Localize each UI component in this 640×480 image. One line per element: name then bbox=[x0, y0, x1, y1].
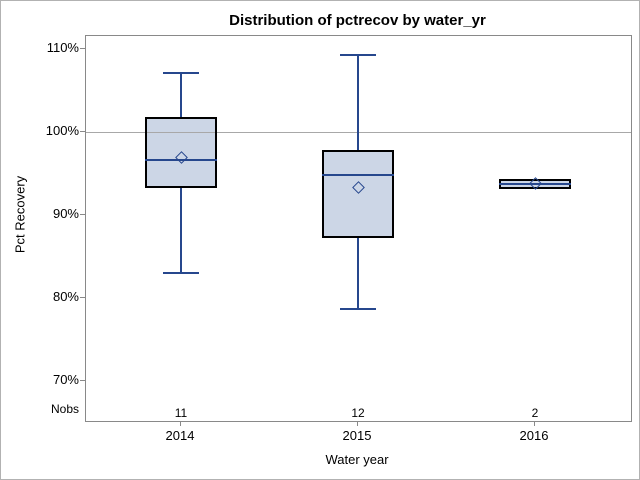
plot-area: 11 12 2 bbox=[85, 35, 632, 422]
y-tick bbox=[80, 296, 85, 298]
x-tick bbox=[534, 421, 535, 426]
y-tick-label: 110% bbox=[46, 40, 79, 56]
whisker-cap-upper bbox=[163, 71, 199, 74]
y-tick-label: 100% bbox=[45, 123, 79, 139]
nobs-value: 12 bbox=[351, 406, 365, 420]
x-tick bbox=[180, 421, 181, 426]
y-tick bbox=[80, 130, 85, 132]
x-tick-label: 2015 bbox=[342, 428, 372, 443]
y-tick-label: 80% bbox=[52, 289, 79, 305]
nobs-value: 11 bbox=[174, 406, 188, 420]
y-tick bbox=[80, 47, 85, 49]
whisker-line-lower bbox=[357, 238, 359, 309]
y-tick bbox=[80, 379, 85, 381]
nobs-value: 2 bbox=[531, 406, 539, 420]
whisker-line-lower bbox=[180, 187, 182, 274]
median-line bbox=[322, 174, 394, 177]
x-axis-title: Water year bbox=[325, 452, 389, 467]
whisker-cap-lower bbox=[340, 307, 376, 310]
y-tick-label: 70% bbox=[52, 372, 79, 388]
box-fill bbox=[145, 117, 217, 188]
y-axis-title: Pct Recovery bbox=[12, 175, 28, 254]
whisker-cap-lower bbox=[163, 272, 199, 275]
box-border bbox=[145, 117, 217, 188]
box-fill bbox=[322, 149, 394, 239]
nobs-row-label: Nobs bbox=[50, 402, 79, 416]
x-tick-label: 2016 bbox=[519, 428, 549, 443]
box-border bbox=[322, 149, 394, 239]
chart-title: Distribution of pctrecov by water_yr bbox=[229, 12, 486, 29]
x-tick bbox=[357, 421, 358, 426]
x-tick-label: 2014 bbox=[165, 428, 195, 443]
median-line bbox=[499, 182, 571, 185]
y-tick bbox=[80, 213, 85, 215]
whisker-line-upper bbox=[357, 55, 359, 150]
whisker-line-upper bbox=[180, 72, 182, 118]
y-tick-label: 90% bbox=[52, 206, 79, 222]
median-line bbox=[145, 159, 217, 162]
whisker-cap-upper bbox=[340, 54, 376, 57]
